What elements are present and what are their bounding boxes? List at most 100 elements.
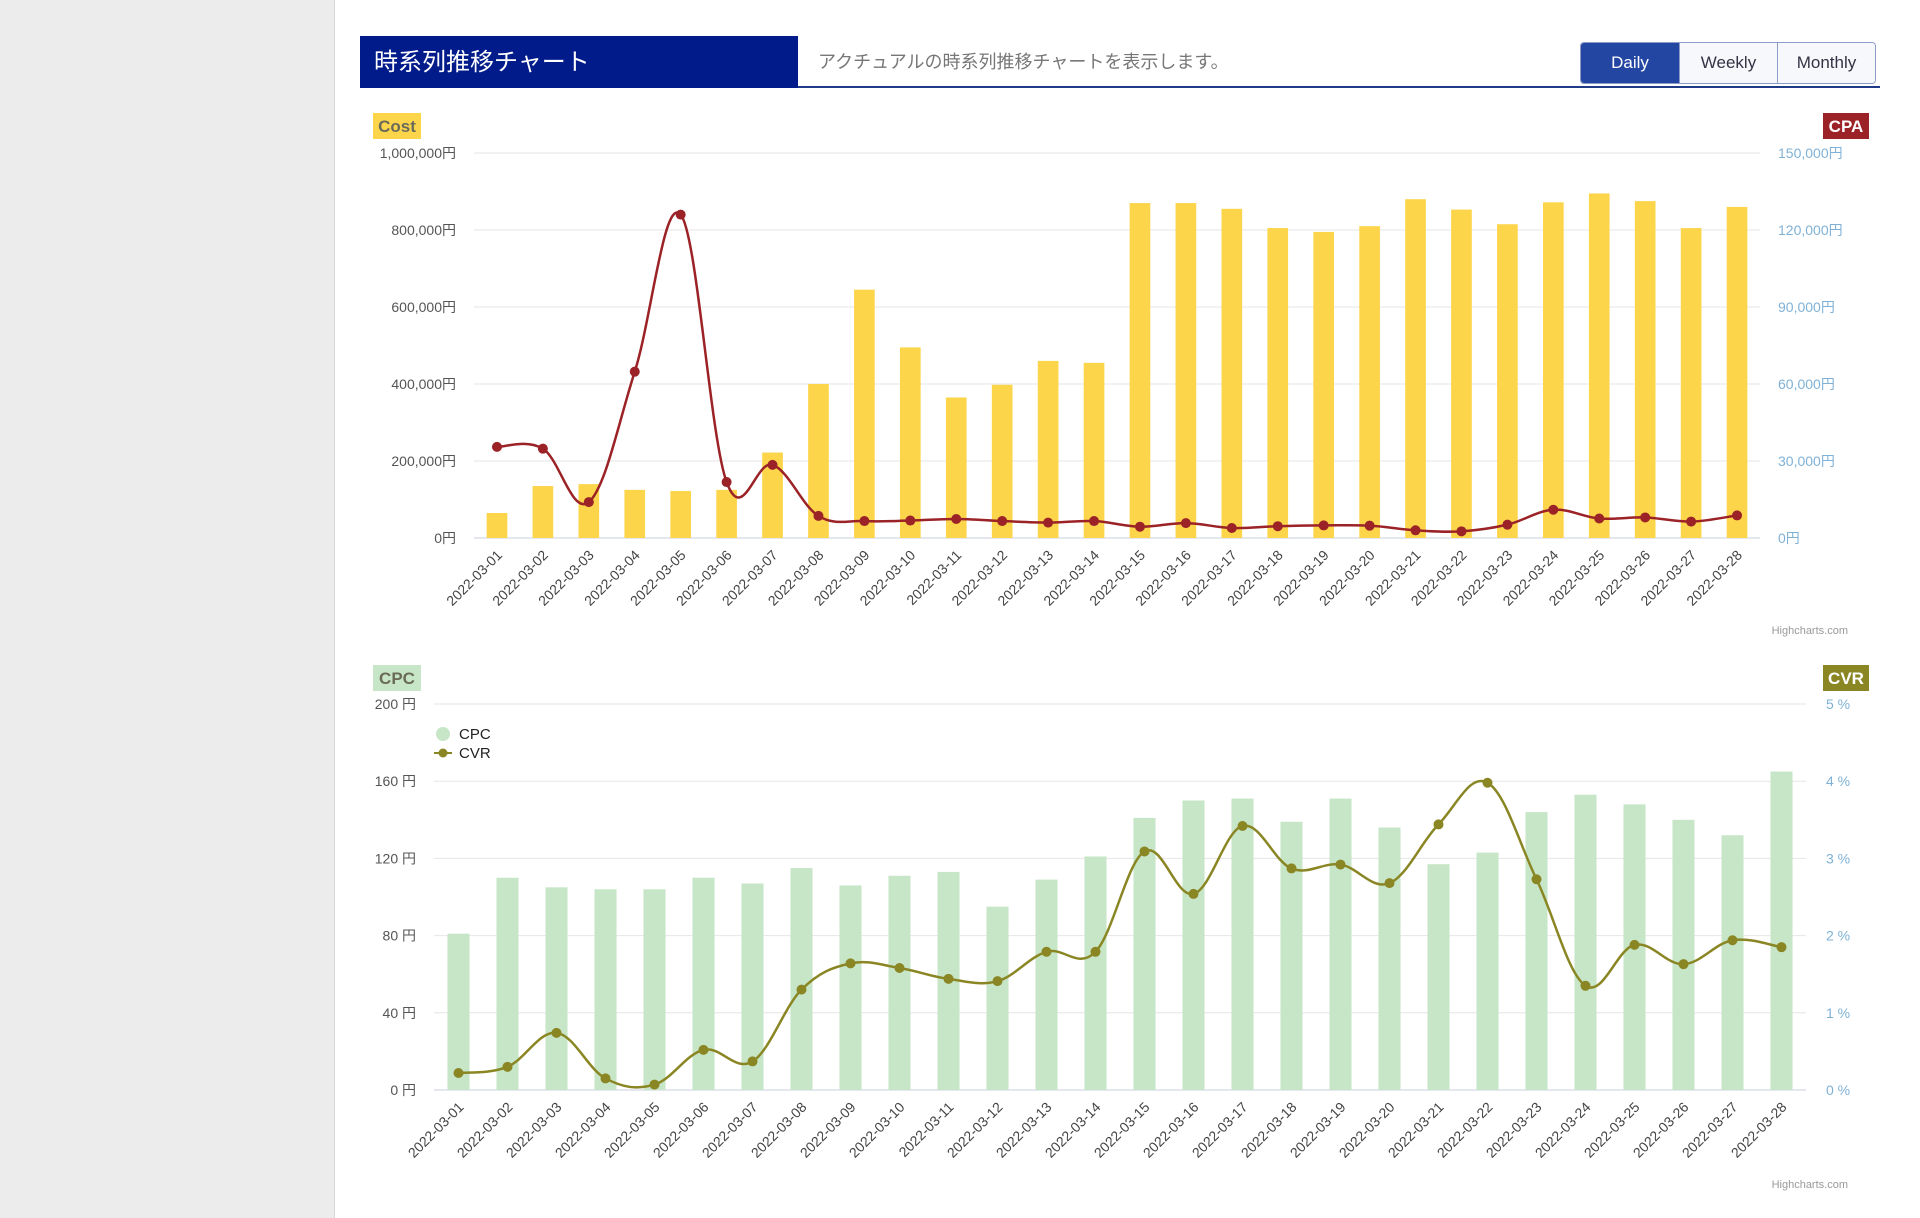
right-axis-tick: 150,000円 — [1778, 145, 1843, 161]
line-point — [600, 1073, 611, 1084]
bar — [854, 289, 875, 538]
bar — [1672, 819, 1695, 1090]
right-axis-tick: 5 % — [1826, 696, 1850, 712]
line-point — [1686, 516, 1697, 527]
line-point — [747, 1056, 758, 1067]
bar — [1574, 794, 1597, 1090]
bar — [899, 347, 921, 538]
bar — [447, 933, 470, 1090]
cost-cpa-chart: Cost CPA 0円 0円 200,000円 30,000円 400,000円 60,000… — [373, 113, 1869, 637]
line-point — [1433, 819, 1444, 830]
bar — [1175, 203, 1197, 539]
line-point — [796, 984, 807, 995]
bar — [808, 384, 829, 538]
line-point — [1384, 878, 1395, 889]
period-toggle: Daily Weekly Monthly — [1580, 42, 1876, 84]
bar — [888, 875, 911, 1090]
left-axis-tick: 160 円 — [375, 773, 416, 789]
bar — [486, 512, 508, 538]
left-axis-tick: 200,000円 — [391, 453, 456, 469]
line-point — [1318, 520, 1329, 531]
line-point — [1727, 935, 1738, 946]
line-point — [905, 515, 916, 526]
line-point — [1180, 518, 1191, 529]
right-badge-bg — [1823, 113, 1869, 139]
right-axis-tick: 60,000円 — [1778, 376, 1835, 392]
left-axis-tick: 1,000,000円 — [380, 145, 456, 161]
bar — [1035, 879, 1058, 1090]
right-badge-label: CPA — [1829, 117, 1864, 136]
left-axis-tick: 80 円 — [383, 928, 416, 944]
line-point — [537, 443, 548, 454]
bar — [1427, 864, 1450, 1090]
line-point — [502, 1061, 513, 1072]
legend-cpc-marker — [436, 727, 450, 741]
line-point — [1043, 517, 1054, 528]
line-point — [813, 510, 824, 521]
line-point — [1580, 980, 1591, 991]
line-point — [491, 441, 502, 452]
bar — [496, 877, 519, 1090]
line-point — [1678, 959, 1689, 970]
left-axis-tick: 400,000円 — [391, 376, 456, 392]
line-point — [1089, 516, 1100, 527]
bar — [1037, 360, 1059, 538]
line-point — [1188, 888, 1199, 899]
line-point — [1776, 942, 1787, 953]
monthly-button[interactable]: Monthly — [1777, 43, 1875, 83]
bar — [1588, 193, 1610, 539]
page-title: 時系列推移チャート — [360, 36, 798, 88]
left-axis-tick: 600,000円 — [391, 299, 456, 315]
bar — [1680, 228, 1702, 538]
right-axis-tick: 1 % — [1826, 1005, 1850, 1021]
right-badge-label: CVR — [1828, 669, 1864, 688]
right-axis-tick: 4 % — [1826, 773, 1850, 789]
bar — [839, 885, 862, 1090]
line-point — [1237, 820, 1248, 831]
bar — [1359, 226, 1380, 538]
cpc-cvr-chart: CPC CVR 0 円 0 % 40 円 1 % 80 円 2 % 120 円 3 % 160 円 4… — [373, 665, 1869, 1191]
line-point — [845, 958, 856, 969]
line-point — [551, 1027, 562, 1038]
bar — [1221, 208, 1243, 538]
line-point — [1226, 522, 1237, 533]
bar — [624, 489, 646, 538]
left-axis-tick: 800,000円 — [391, 222, 456, 238]
line-point — [1548, 504, 1559, 515]
legend-cpc-label: CPC — [459, 726, 491, 743]
line-point — [1410, 525, 1421, 536]
bar — [741, 883, 764, 1090]
bar — [1726, 206, 1748, 538]
right-axis-badge: CVR — [1823, 665, 1869, 691]
bar — [1525, 812, 1548, 1090]
line-point — [1139, 846, 1150, 857]
weekly-button[interactable]: Weekly — [1679, 43, 1777, 83]
left-axis-badge: CPC — [373, 665, 421, 691]
bar — [1542, 202, 1564, 538]
bar — [790, 868, 813, 1090]
bar — [1182, 800, 1205, 1090]
left-badge-bg — [373, 665, 421, 691]
bar — [1378, 827, 1401, 1090]
left-axis-tick: 120 円 — [375, 850, 416, 866]
bar — [1329, 798, 1352, 1090]
line-point — [1134, 521, 1145, 532]
line-point — [1272, 521, 1283, 532]
legend-cvr-marker — [438, 748, 448, 758]
right-axis-tick: 30,000円 — [1778, 453, 1835, 469]
line-point — [1732, 510, 1743, 521]
line-point — [1335, 859, 1346, 870]
bar — [1083, 362, 1105, 538]
line-point — [1594, 513, 1605, 524]
line-point — [951, 514, 962, 525]
line-point — [649, 1079, 660, 1090]
left-axis-tick: 200 円 — [375, 696, 416, 712]
left-badge-label: Cost — [378, 117, 416, 136]
right-badge-bg — [1823, 665, 1869, 691]
line-point — [1502, 519, 1513, 530]
daily-button[interactable]: Daily — [1581, 43, 1679, 83]
legend: CPC CVR — [434, 726, 491, 762]
line-point — [721, 477, 732, 488]
bar — [1634, 201, 1656, 538]
bar — [594, 889, 617, 1090]
